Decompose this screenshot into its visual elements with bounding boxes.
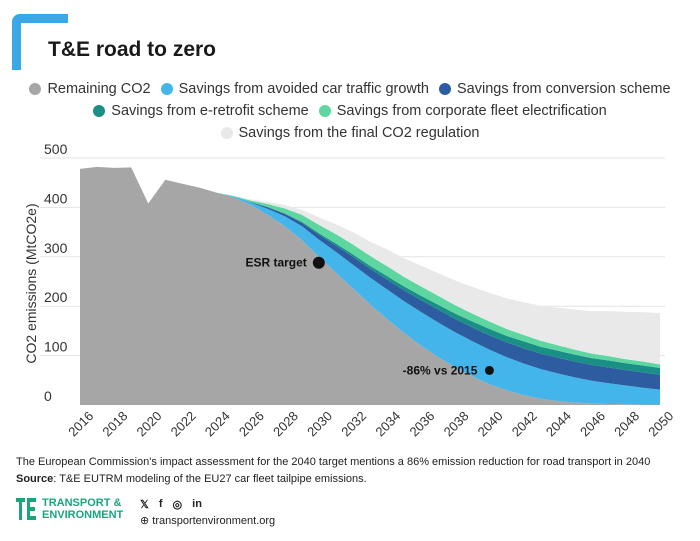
x-tick-label: 2050 [645,408,676,439]
x-tick-label: 2022 [168,408,199,439]
x-tick-label: 2046 [577,408,608,439]
legend-dot-icon [438,83,451,95]
x-tick-label: 2034 [372,408,403,439]
annotation-label: ESR target [245,256,306,270]
x-tick-label: 2040 [475,408,506,439]
x-tick-label: 2016 [65,408,96,439]
y-axis-label: CO2 emissions (MtCO2e) [23,203,39,363]
y-tick-label: 500 [44,141,68,157]
x-tick-label: 2030 [304,408,335,439]
legend-item-final-regulation: Savings from the final CO2 regulation [220,125,480,141]
annotation-point [484,365,494,375]
legend-item-e-retrofit: Savings from e-retrofit scheme [93,103,309,119]
legend-dot-icon [318,105,331,117]
legend-dot-icon [29,83,42,95]
corner-accent [12,14,68,70]
instagram-icon[interactable]: ◎ [172,499,183,511]
area-savings-from-conversion-scheme [80,166,660,390]
annotation-point [312,256,325,269]
source-text: : T&E EUTRM modeling of the EU27 car fle… [53,473,367,485]
twitter-icon[interactable]: 𝕏 [140,499,149,511]
emissions-chart: 500 400 300 200 100 0 CO2 emissions (MtCO2e) 20… [23,141,676,439]
x-tick-label: 2042 [509,408,540,439]
chart-legend: Remaining CO2 Savings from avoided car t… [0,78,700,144]
x-tick-label: 2038 [441,408,472,439]
y-tick-label: 0 [44,388,52,404]
facebook-icon[interactable]: f [158,498,163,510]
y-tick-label: 300 [44,240,68,256]
legend-item-conversion: Savings from conversion scheme [438,81,671,97]
logo-line-1: TRANSPORT & [42,497,122,509]
x-tick-label: 2028 [270,408,301,439]
x-tick-label: 2020 [134,408,165,439]
x-tick-label: 2032 [338,408,369,439]
y-tick-label: 400 [44,190,68,206]
y-tick-label: 100 [44,339,68,355]
source-label: Source [16,473,54,485]
legend-item-avoided-traffic: Savings from avoided car traffic growth [160,81,429,97]
area-savings-from-the-final-co2-regulation [80,166,660,365]
legend-dot-icon [93,105,106,117]
y-tick-label: 200 [44,289,68,305]
legend-item-corporate-fleet: Savings from corporate fleet electrifica… [318,103,607,119]
page-title: T&E road to zero [48,38,217,61]
linkedin-icon[interactable]: in [192,498,202,510]
brand-logo[interactable]: TRANSPORT & ENVIRONMENT [16,496,123,522]
x-tick-label: 2048 [611,408,642,439]
source-note: Source: T&E EUTRM modeling of the EU27 c… [16,473,367,485]
x-tick-label: 2024 [202,408,233,439]
footnote: The European Commission's impact assessm… [16,456,651,468]
area-remaining-co2 [80,166,660,405]
annotation-label: -86% vs 2015 [403,363,478,377]
logo-mark-icon [16,496,36,522]
x-tick-label: 2018 [99,408,130,439]
social-links: 𝕏 f ◎ in [140,498,202,511]
area-savings-from-avoided-car-traffic-growth [80,166,660,405]
website-link[interactable]: ⊕ transportenvironment.org [140,515,276,527]
legend-dot-icon [220,127,233,139]
legend-dot-icon [160,83,173,95]
x-tick-label: 2026 [236,408,267,439]
x-tick-label: 2044 [543,408,574,439]
logo-line-2: ENVIRONMENT [42,509,124,521]
legend-item-remaining: Remaining CO2 [29,81,151,97]
x-tick-label: 2036 [406,408,437,439]
